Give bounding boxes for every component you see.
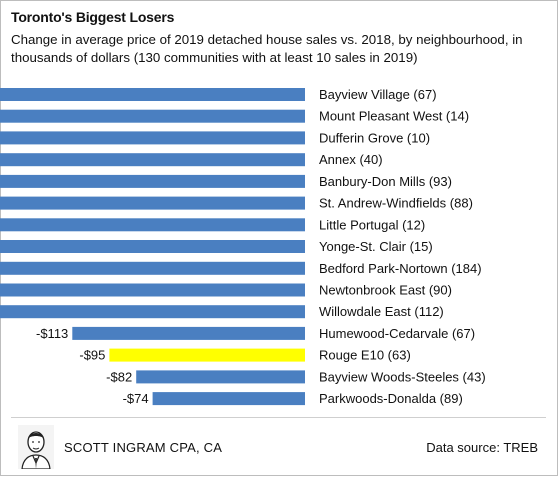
category-label: Banbury-Don Mills (93) bbox=[319, 174, 452, 189]
bar bbox=[0, 283, 305, 297]
bar-value-label: -$74 bbox=[123, 391, 149, 406]
bar bbox=[0, 240, 305, 253]
bar bbox=[0, 153, 305, 167]
bar bbox=[152, 392, 305, 406]
chart-subtitle: Change in average price of 2019 detached… bbox=[11, 32, 523, 65]
category-label: Humewood-Cedarvale (67) bbox=[319, 326, 475, 341]
category-label: Mount Pleasant West (14) bbox=[319, 109, 469, 124]
bar bbox=[136, 370, 305, 384]
category-label: Bedford Park-Nortown (184) bbox=[319, 261, 482, 276]
bar bbox=[0, 88, 305, 101]
bar-chart: -$422Bayview Village (67)-$358Mount Plea… bbox=[0, 87, 486, 406]
bar-value-label: -$95 bbox=[79, 348, 105, 363]
bar bbox=[0, 218, 305, 232]
bar-value-label: -$113 bbox=[36, 326, 68, 341]
bar bbox=[0, 305, 306, 319]
category-label: Willowdale East (112) bbox=[319, 304, 444, 319]
category-label: Bayview Village (67) bbox=[319, 87, 437, 102]
category-label: Bayview Woods-Steeles (43) bbox=[319, 369, 486, 384]
data-source: Data source: TREB bbox=[426, 440, 538, 455]
bar bbox=[109, 348, 306, 362]
bar bbox=[0, 261, 306, 275]
category-label: Yonge-St. Clair (15) bbox=[319, 239, 433, 254]
bar bbox=[0, 109, 305, 123]
category-label: Annex (40) bbox=[319, 152, 383, 167]
footer-divider bbox=[11, 417, 546, 418]
category-label: Parkwoods-Donalda (89) bbox=[319, 391, 463, 406]
chart-title: Toronto's Biggest Losers bbox=[11, 9, 175, 25]
bar bbox=[0, 196, 305, 210]
category-label: Little Portugal (12) bbox=[319, 217, 425, 232]
bar-value-label: -$82 bbox=[106, 369, 132, 384]
category-label: Rouge E10 (63) bbox=[319, 348, 411, 363]
bar bbox=[0, 131, 305, 145]
bar bbox=[0, 174, 305, 188]
category-label: Newtonbrook East (90) bbox=[319, 283, 452, 298]
bar bbox=[72, 326, 305, 340]
author-portrait-icon bbox=[18, 425, 54, 469]
author-name: SCOTT INGRAM CPA, CA bbox=[64, 440, 223, 455]
category-label: St. Andrew-Windfields (88) bbox=[319, 196, 473, 211]
category-label: Dufferin Grove (10) bbox=[319, 130, 430, 145]
